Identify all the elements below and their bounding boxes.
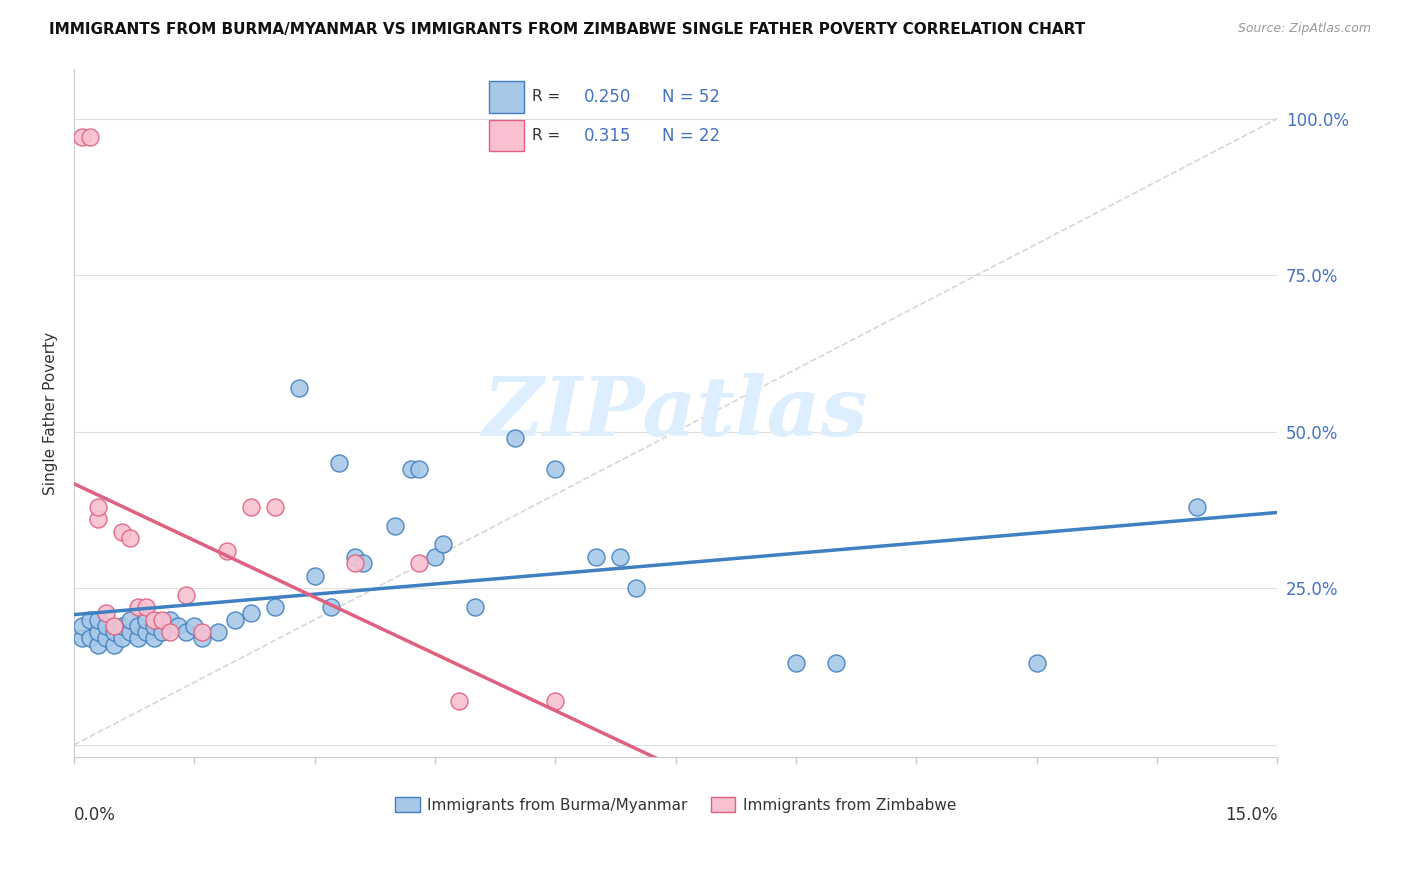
Point <box>505 431 527 445</box>
Point <box>183 619 205 633</box>
Point <box>215 543 238 558</box>
Point <box>111 619 134 633</box>
Point <box>135 600 157 615</box>
Point <box>96 619 118 633</box>
Point <box>167 619 190 633</box>
Point <box>143 632 166 646</box>
Point <box>464 600 486 615</box>
Point <box>87 613 110 627</box>
Point <box>239 500 262 514</box>
Point <box>127 600 149 615</box>
Point <box>785 657 807 671</box>
Point <box>825 657 848 671</box>
Point <box>159 613 181 627</box>
Point <box>79 130 101 145</box>
Point <box>224 613 246 627</box>
Point <box>70 632 93 646</box>
Text: 0.0%: 0.0% <box>75 805 115 823</box>
Point <box>87 625 110 640</box>
Point <box>352 556 374 570</box>
Point <box>343 556 366 570</box>
Point <box>135 625 157 640</box>
Point <box>624 582 647 596</box>
Point <box>191 632 214 646</box>
Point <box>176 588 198 602</box>
Point <box>319 600 342 615</box>
Point <box>111 524 134 539</box>
Point <box>103 619 125 633</box>
Legend: Immigrants from Burma/Myanmar, Immigrants from Zimbabwe: Immigrants from Burma/Myanmar, Immigrant… <box>389 790 962 819</box>
Point <box>239 607 262 621</box>
Point <box>120 613 142 627</box>
Point <box>544 462 567 476</box>
Point <box>143 619 166 633</box>
Point <box>103 638 125 652</box>
Text: IMMIGRANTS FROM BURMA/MYANMAR VS IMMIGRANTS FROM ZIMBABWE SINGLE FATHER POVERTY : IMMIGRANTS FROM BURMA/MYANMAR VS IMMIGRA… <box>49 22 1085 37</box>
Point <box>423 549 446 564</box>
Point <box>399 462 422 476</box>
Point <box>287 381 309 395</box>
Point <box>127 619 149 633</box>
Point <box>96 607 118 621</box>
Point <box>111 632 134 646</box>
Point <box>150 625 173 640</box>
Point <box>585 549 607 564</box>
Text: 15.0%: 15.0% <box>1225 805 1278 823</box>
Point <box>79 632 101 646</box>
Point <box>150 613 173 627</box>
Point <box>96 632 118 646</box>
Point <box>127 632 149 646</box>
Point <box>408 556 430 570</box>
Point <box>120 531 142 545</box>
Point <box>159 625 181 640</box>
Point <box>263 500 285 514</box>
Point <box>1025 657 1047 671</box>
Text: ZIPatlas: ZIPatlas <box>484 373 869 453</box>
Point <box>79 613 101 627</box>
Y-axis label: Single Father Poverty: Single Father Poverty <box>44 332 58 494</box>
Point <box>328 456 350 470</box>
Point <box>143 613 166 627</box>
Point <box>87 512 110 526</box>
Point <box>70 619 93 633</box>
Point <box>87 638 110 652</box>
Point <box>384 518 406 533</box>
Point <box>304 569 326 583</box>
Point <box>432 537 454 551</box>
Point <box>191 625 214 640</box>
Point <box>207 625 229 640</box>
Text: Source: ZipAtlas.com: Source: ZipAtlas.com <box>1237 22 1371 36</box>
Point <box>343 549 366 564</box>
Point <box>176 625 198 640</box>
Point <box>70 130 93 145</box>
Point <box>120 625 142 640</box>
Point <box>1187 500 1209 514</box>
Point <box>408 462 430 476</box>
Point <box>263 600 285 615</box>
Point <box>135 613 157 627</box>
Point <box>103 625 125 640</box>
Point <box>87 500 110 514</box>
Point <box>609 549 631 564</box>
Point <box>544 694 567 708</box>
Point <box>449 694 471 708</box>
